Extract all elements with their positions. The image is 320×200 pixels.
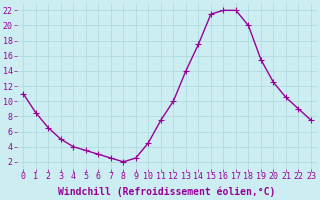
- X-axis label: Windchill (Refroidissement éolien,°C): Windchill (Refroidissement éolien,°C): [58, 187, 276, 197]
